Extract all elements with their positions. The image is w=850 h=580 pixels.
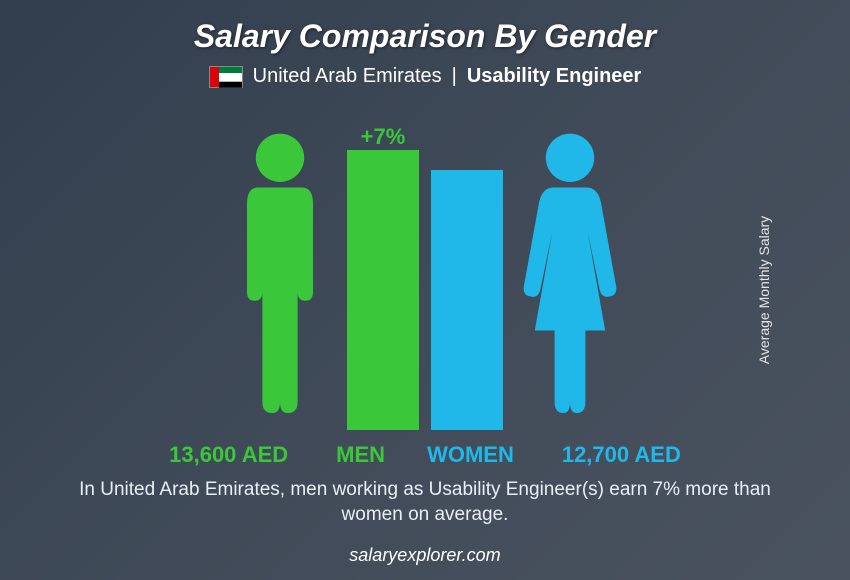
uae-flag-icon — [209, 66, 243, 88]
men-icon-col — [225, 110, 335, 430]
women-bar — [431, 170, 503, 430]
separator: | — [452, 65, 457, 88]
difference-label: +7% — [361, 124, 406, 150]
men-bar: +7% — [347, 150, 419, 430]
labels-row: 13,600 AED MEN WOMEN 12,700 AED — [0, 442, 850, 468]
page-title: Salary Comparison By Gender — [0, 0, 850, 55]
women-icon-col — [515, 110, 625, 430]
men-salary: 13,600 AED — [169, 442, 288, 468]
summary-text: In United Arab Emirates, men working as … — [60, 477, 790, 528]
woman-icon — [515, 110, 625, 430]
men-label: MEN — [336, 442, 385, 468]
job-title: Usability Engineer — [467, 65, 642, 88]
women-label: WOMEN — [427, 442, 514, 468]
source-footer: salaryexplorer.com — [0, 545, 850, 566]
man-icon — [225, 110, 335, 430]
men-bar-col: +7% — [347, 110, 419, 430]
women-bar-col — [431, 110, 503, 430]
chart-area: +7% — [0, 110, 850, 430]
country-label: United Arab Emirates — [253, 65, 442, 88]
women-salary: 12,700 AED — [562, 442, 681, 468]
subtitle-row: United Arab Emirates | Usability Enginee… — [0, 65, 850, 88]
